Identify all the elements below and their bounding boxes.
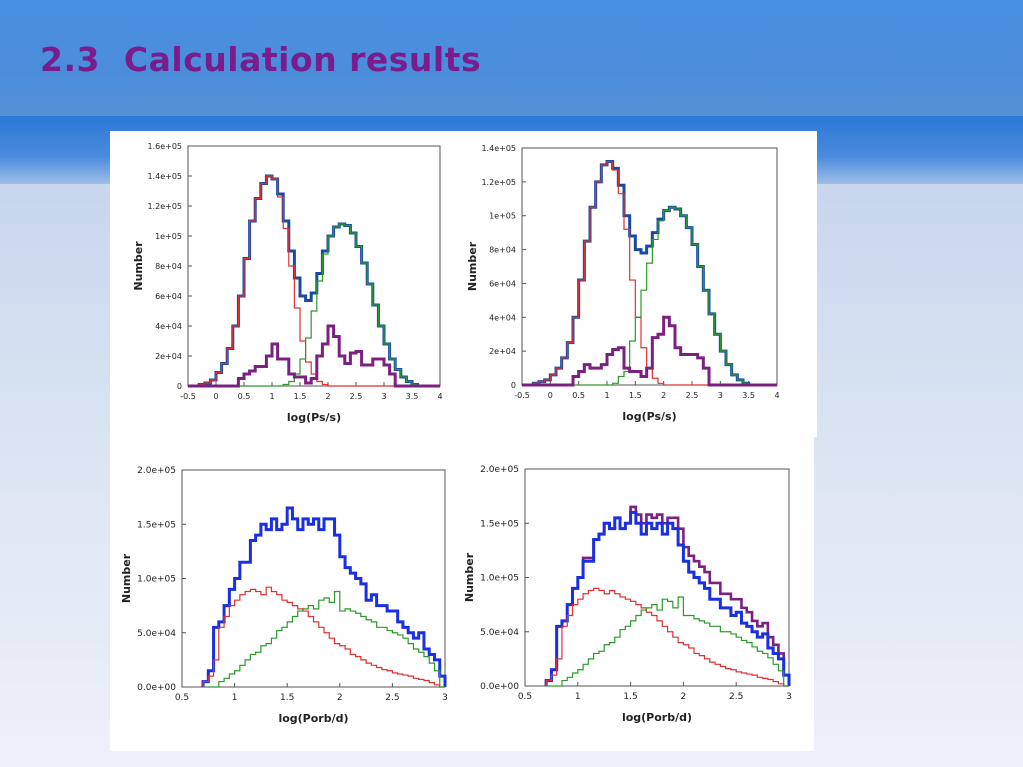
series-second-peak — [522, 206, 777, 386]
chart-spin-period-right: -0.5 0 0.5 1 1.5 2 2.5 3 3.5 402e+044e+046e+048e+… — [466, 144, 780, 423]
x-tick-label: 2.5 — [385, 693, 399, 703]
y-tick-label: 1.4e+05 — [481, 144, 516, 153]
series-long-orbit — [546, 596, 789, 687]
x-tick-label: 0.5 — [518, 692, 532, 702]
chart-spin-period-left: -0.5 0 0.5 1 1.5 2 2.5 3 3.5 402e+044e+046e+048e+… — [132, 142, 443, 424]
x-axis-label: log(Porb/d) — [622, 711, 692, 724]
x-tick-label: 1.5 — [280, 693, 294, 703]
y-tick-label: 1.5e+05 — [480, 519, 519, 529]
y-tick-label: 2e+04 — [489, 347, 516, 356]
series-subset — [522, 315, 777, 387]
y-axis-label: Number — [466, 241, 479, 291]
x-axis-label: log(Porb/d) — [278, 712, 348, 725]
x-tick-label: 2 — [661, 391, 666, 400]
x-tick-label: 0.5 — [238, 392, 251, 401]
x-tick-label: 1 — [232, 693, 238, 703]
y-tick-label: 1.6e+05 — [147, 142, 182, 151]
x-tick-label: 3 — [786, 692, 792, 702]
x-tick-label: 1.5 — [294, 392, 307, 401]
y-tick-label: 2e+04 — [155, 352, 182, 361]
series-long-orbit — [203, 590, 445, 688]
x-tick-label: 1.5 — [623, 692, 637, 702]
y-tick-label: 0.0e+00 — [137, 683, 176, 693]
y-tick-label: 1.0e+05 — [480, 574, 519, 584]
plot-frame — [521, 147, 778, 386]
y-tick-label: 1.5e+05 — [137, 520, 176, 530]
title-bar — [0, 0, 1023, 116]
series-short-orbit — [202, 586, 445, 688]
y-tick-label: 6e+04 — [155, 292, 182, 301]
x-tick-label: 3 — [718, 391, 723, 400]
y-tick-label: 1e+05 — [489, 212, 516, 221]
x-tick-label: 0.5 — [572, 391, 585, 400]
x-tick-label: 1 — [604, 391, 609, 400]
x-tick-label: 3 — [442, 693, 448, 703]
x-tick-label: -0.5 — [514, 391, 530, 400]
y-tick-label: 4e+04 — [155, 322, 182, 331]
y-tick-label: 1.2e+05 — [147, 202, 182, 211]
chart-orbital-period-right: 0.5 1 1.5 2 2.5 3 0.0e+00 5.0e+04 1.0e+05 1.5e+05… — [463, 465, 792, 724]
series-short-orbit — [545, 587, 789, 687]
series-second-peak — [188, 223, 440, 387]
x-axis-label: log(Ps/s) — [622, 410, 676, 423]
x-tick-label: 1.5 — [629, 391, 642, 400]
x-tick-label: 0 — [548, 391, 553, 400]
x-tick-label: 2.5 — [350, 392, 363, 401]
plot-frame — [181, 469, 446, 688]
series-total — [544, 510, 791, 686]
x-tick-label: 0.5 — [175, 693, 189, 703]
x-tick-label: 2.5 — [686, 391, 699, 400]
x-tick-label: 0 — [213, 392, 218, 401]
y-tick-label: 0 — [177, 382, 182, 391]
x-tick-label: -0.5 — [180, 392, 196, 401]
y-tick-label: 1.4e+05 — [147, 172, 182, 181]
y-tick-label: 1e+05 — [155, 232, 182, 241]
y-tick-label: 1.2e+05 — [481, 178, 516, 187]
x-tick-label: 2 — [337, 693, 343, 703]
x-tick-label: 1 — [575, 692, 581, 702]
y-tick-label: 5.0e+04 — [480, 628, 519, 638]
slide-title: 2.3 Calculation results — [40, 40, 482, 79]
y-axis-label: Number — [132, 241, 145, 291]
x-tick-label: 3 — [381, 392, 386, 401]
y-tick-label: 8e+04 — [155, 262, 182, 271]
x-tick-label: 3.5 — [406, 392, 419, 401]
y-tick-label: 1.0e+05 — [137, 575, 176, 585]
y-tick-label: 0 — [511, 381, 516, 390]
series-total — [201, 506, 447, 687]
x-tick-label: 1 — [269, 392, 274, 401]
x-tick-label: 2 — [681, 692, 687, 702]
plot-frame — [187, 145, 441, 387]
series-first-peak — [188, 175, 440, 387]
x-tick-label: 4 — [437, 392, 442, 401]
chart-orbital-period-left: 0.5 1 1.5 2 2.5 3 0.0e+00 5.0e+04 1.0e+05 1.5e+05… — [120, 466, 448, 725]
x-tick-label: 3.5 — [742, 391, 755, 400]
y-tick-label: 5.0e+04 — [137, 629, 176, 639]
y-tick-label: 2.0e+05 — [480, 465, 519, 475]
y-tick-label: 8e+04 — [489, 246, 516, 255]
y-tick-label: 0.0e+00 — [480, 682, 519, 692]
y-axis-label: Number — [120, 553, 133, 603]
y-tick-label: 6e+04 — [489, 279, 516, 288]
series-subset — [188, 324, 440, 388]
x-tick-label: 2 — [325, 392, 330, 401]
y-tick-label: 4e+04 — [489, 313, 516, 322]
x-axis-label: log(Ps/s) — [287, 411, 341, 424]
y-axis-label: Number — [463, 552, 476, 602]
y-tick-label: 2.0e+05 — [137, 466, 176, 476]
x-tick-label: 4 — [774, 391, 779, 400]
x-tick-label: 2.5 — [729, 692, 743, 702]
plot-frame — [524, 468, 790, 687]
